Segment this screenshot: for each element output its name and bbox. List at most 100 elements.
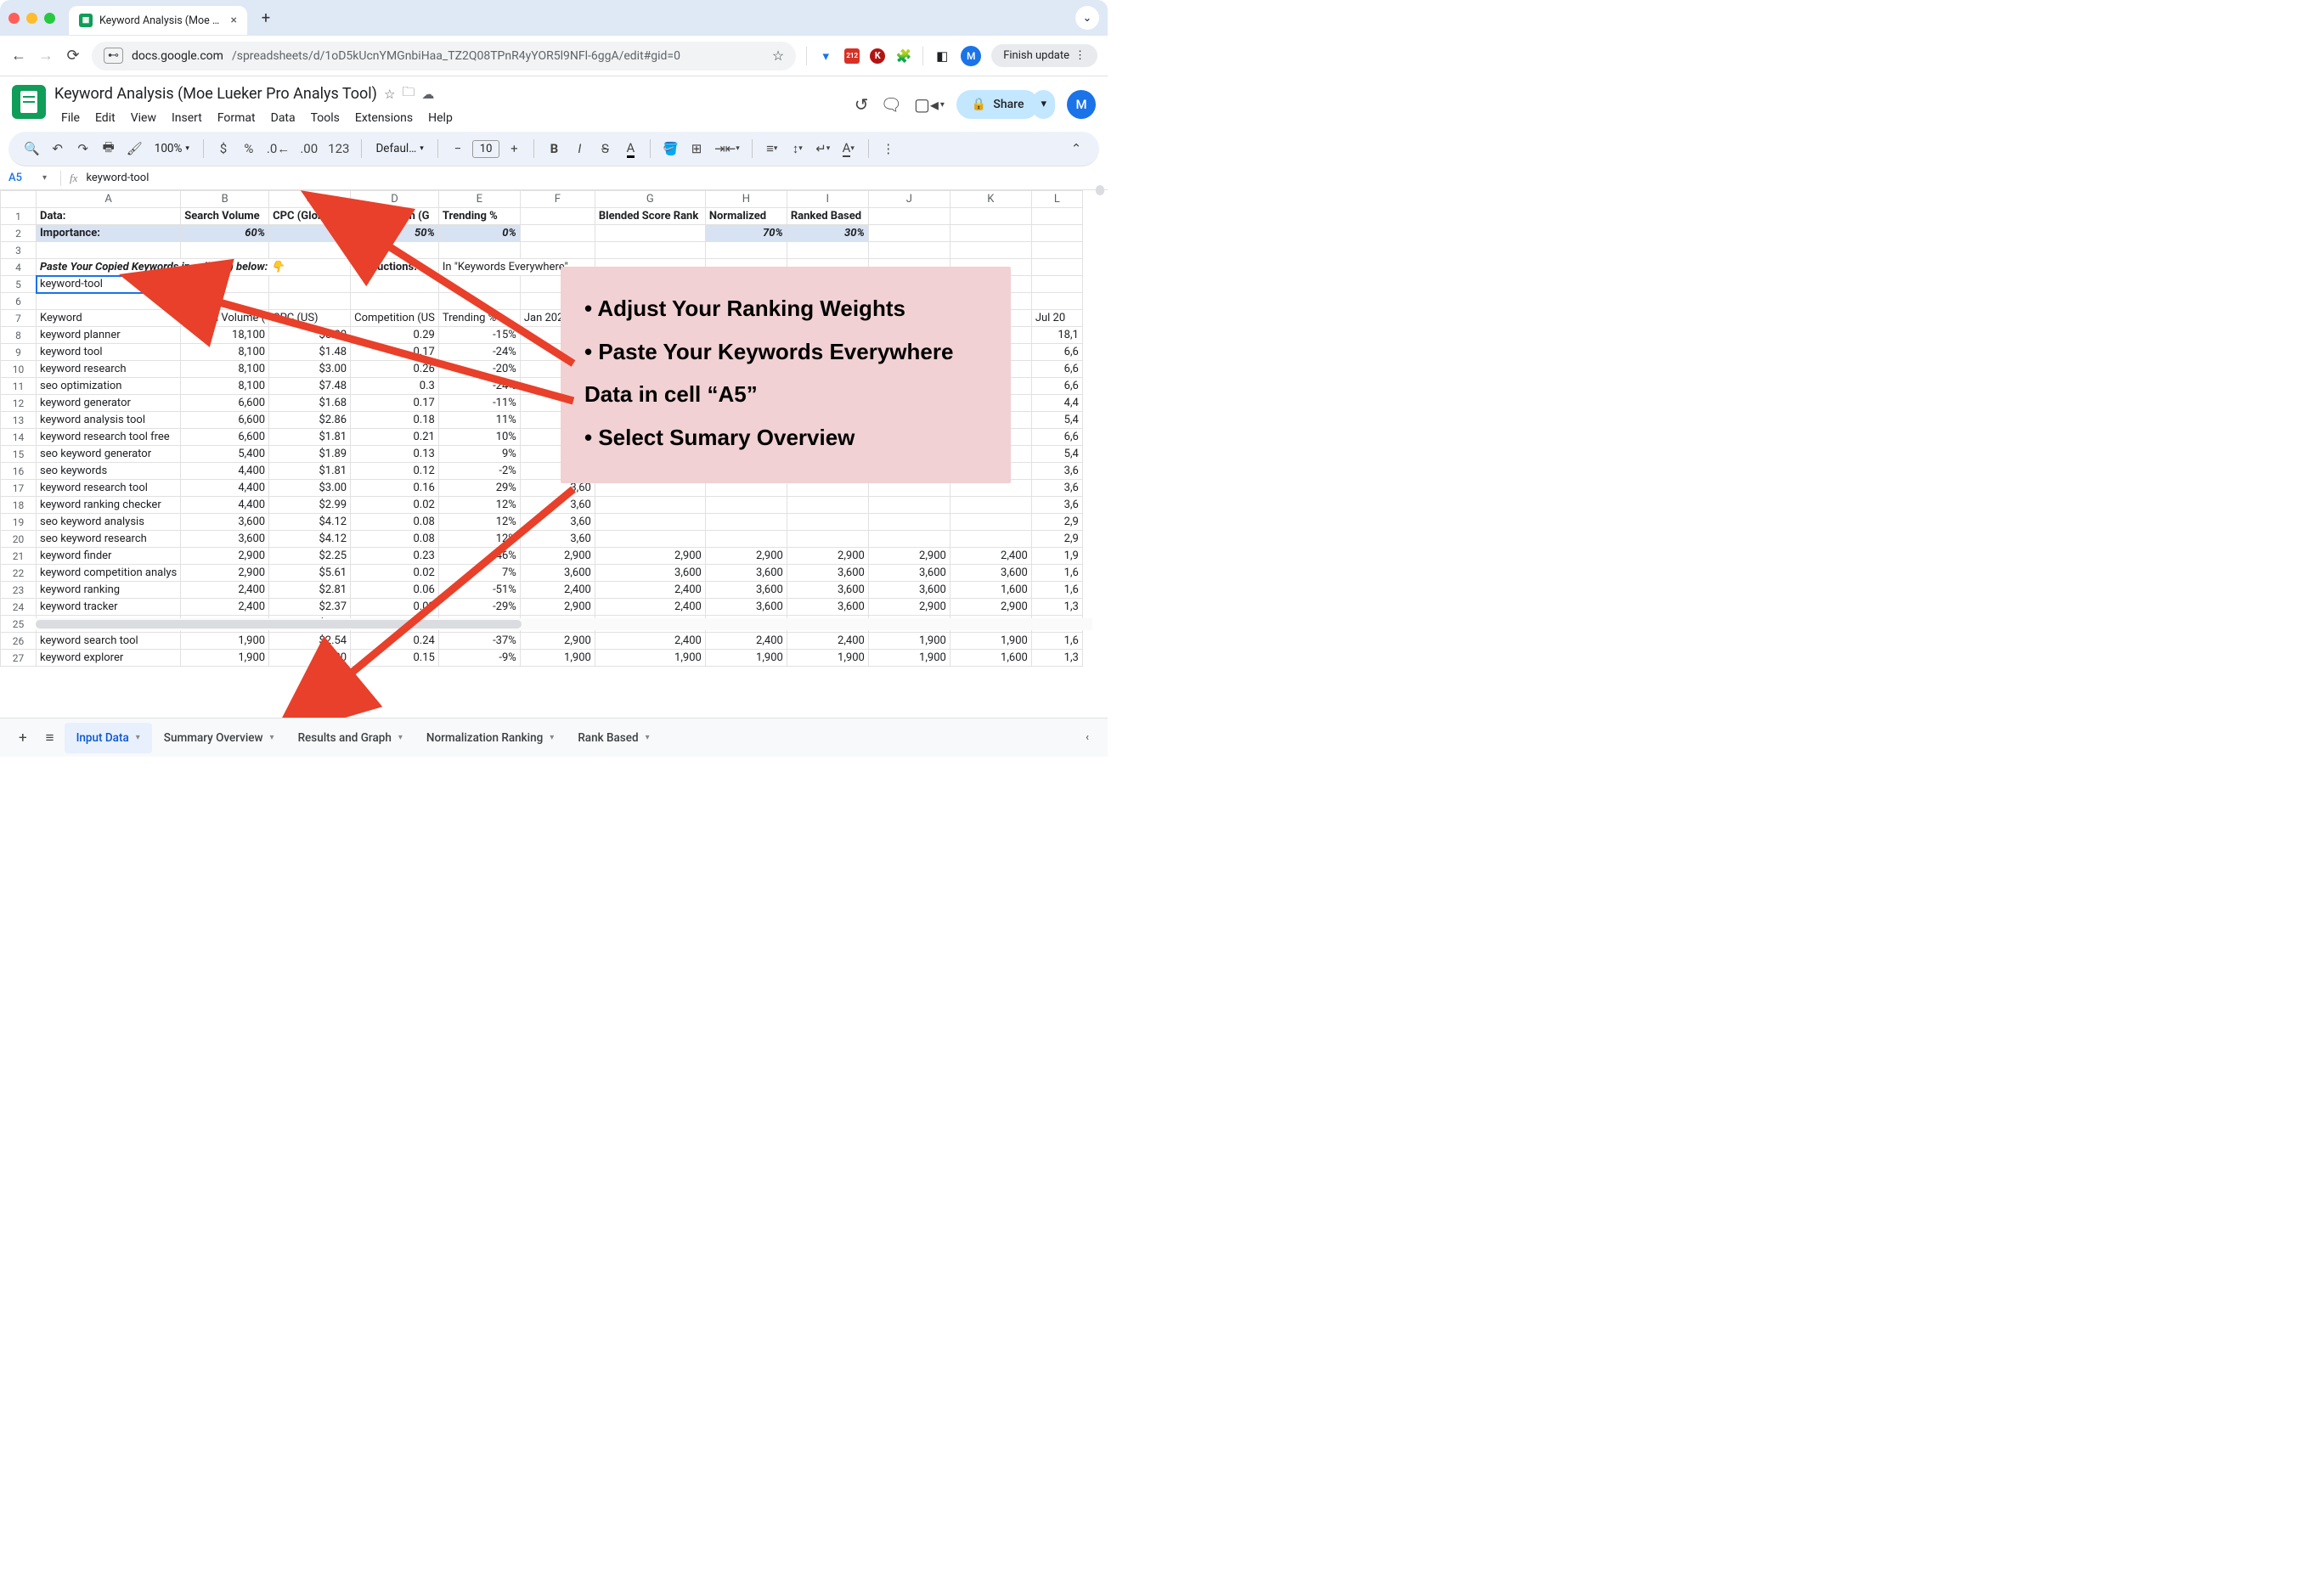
move-folder-icon[interactable]: 🗀: [402, 83, 415, 104]
row-header[interactable]: 26: [1, 633, 37, 650]
cell[interactable]: $2.99: [269, 497, 351, 514]
extension-icon-1[interactable]: ▾: [817, 48, 834, 65]
row-header[interactable]: 3: [1, 242, 37, 259]
sheet-tab-menu-icon[interactable]: ▾: [136, 733, 140, 742]
cell[interactable]: 2,900: [950, 599, 1031, 616]
cell[interactable]: [438, 276, 520, 293]
cell[interactable]: 2,9: [1031, 531, 1082, 548]
sheet-tab-results-and-graph[interactable]: Results and Graph▾: [286, 723, 415, 753]
extension-icon-k[interactable]: K: [870, 48, 885, 64]
cell[interactable]: 1,6: [1031, 565, 1082, 582]
cell[interactable]: [705, 497, 787, 514]
cell[interactable]: [181, 293, 269, 310]
cell[interactable]: 1,900: [950, 633, 1031, 650]
row-header[interactable]: 7: [1, 310, 37, 327]
row-header[interactable]: 2: [1, 225, 37, 242]
browser-tab[interactable]: ▦ Keyword Analysis (Moe Lueke ×: [69, 6, 247, 35]
cell[interactable]: 2,900: [868, 548, 950, 565]
cell[interactable]: $1.81: [269, 429, 351, 446]
cell[interactable]: keyword research tool: [37, 480, 181, 497]
cell[interactable]: Instructions:: [351, 259, 439, 276]
bookmark-star-icon[interactable]: ☆: [772, 48, 784, 64]
cell[interactable]: 2,9: [1031, 514, 1082, 531]
cell[interactable]: [950, 514, 1031, 531]
cell[interactable]: -29%: [438, 599, 520, 616]
row-header[interactable]: 19: [1, 514, 37, 531]
cell[interactable]: 12%: [438, 531, 520, 548]
row-header[interactable]: 21: [1, 548, 37, 565]
name-box[interactable]: A5: [5, 170, 34, 186]
cell[interactable]: 3,600: [787, 582, 868, 599]
cell[interactable]: Jul 20: [1031, 310, 1082, 327]
cell[interactable]: 6,6: [1031, 378, 1082, 395]
cell[interactable]: seo keyword analysis: [37, 514, 181, 531]
cell[interactable]: 2,900: [520, 633, 595, 650]
cell[interactable]: [787, 242, 868, 259]
cell[interactable]: 1,900: [181, 633, 269, 650]
cell[interactable]: [520, 242, 595, 259]
history-icon[interactable]: ↺: [855, 94, 869, 115]
percent-icon[interactable]: %: [238, 137, 260, 161]
cell[interactable]: Importance:: [37, 225, 181, 242]
column-header-A[interactable]: A: [37, 191, 181, 208]
cell[interactable]: 1,900: [181, 650, 269, 667]
mac-close[interactable]: [8, 13, 20, 24]
cell[interactable]: 1,3: [1031, 650, 1082, 667]
cell[interactable]: [1031, 208, 1082, 225]
row-header[interactable]: 10: [1, 361, 37, 378]
cell[interactable]: 11%: [438, 412, 520, 429]
cell[interactable]: 18,100: [181, 327, 269, 344]
chrome-tab-menu[interactable]: ⌄: [1075, 6, 1099, 30]
site-info-icon[interactable]: ⊷: [104, 48, 123, 64]
more-toolbar-icon[interactable]: ⋮: [877, 137, 900, 161]
cell[interactable]: 2,400: [181, 582, 269, 599]
cell[interactable]: 3,600: [705, 599, 787, 616]
cell[interactable]: $5.61: [269, 565, 351, 582]
row-header[interactable]: 13: [1, 412, 37, 429]
reload-button[interactable]: ⟳: [65, 47, 82, 65]
cell[interactable]: [787, 514, 868, 531]
column-header-L[interactable]: L: [1031, 191, 1082, 208]
share-button[interactable]: 🔒Share: [956, 90, 1040, 119]
cell[interactable]: keyword competition analys: [37, 565, 181, 582]
font-family-select[interactable]: Defaul…▾: [370, 142, 428, 155]
cell[interactable]: $2.37: [269, 599, 351, 616]
cell[interactable]: [1031, 242, 1082, 259]
cell[interactable]: 5,4: [1031, 412, 1082, 429]
cell[interactable]: [269, 276, 351, 293]
mac-zoom[interactable]: [44, 13, 55, 24]
menu-edit[interactable]: Edit: [88, 108, 122, 128]
cell[interactable]: 0.02: [351, 497, 439, 514]
increase-decimal-icon[interactable]: .00: [296, 137, 321, 161]
merge-cells-icon[interactable]: ⇥⇤▾: [711, 137, 743, 161]
cell[interactable]: [950, 497, 1031, 514]
undo-icon[interactable]: ↶: [47, 137, 69, 161]
cell[interactable]: [351, 242, 439, 259]
cell[interactable]: 1,900: [705, 650, 787, 667]
cell[interactable]: 8,100: [181, 344, 269, 361]
text-color-icon[interactable]: A: [619, 137, 641, 161]
cell[interactable]: [705, 514, 787, 531]
cell[interactable]: 12%: [438, 514, 520, 531]
cell[interactable]: 4,4: [1031, 395, 1082, 412]
cell[interactable]: -20%: [438, 361, 520, 378]
cell[interactable]: -24%: [438, 344, 520, 361]
cell[interactable]: 18,1: [1031, 327, 1082, 344]
cell[interactable]: [950, 225, 1031, 242]
cell[interactable]: 3,60: [520, 497, 595, 514]
borders-icon[interactable]: ⊞: [685, 137, 708, 161]
print-icon[interactable]: 🖶: [98, 137, 120, 161]
cell[interactable]: seo keywords: [37, 463, 181, 480]
cell[interactable]: [520, 208, 595, 225]
cell[interactable]: keyword generator: [37, 395, 181, 412]
formula-input[interactable]: keyword-tool: [86, 172, 149, 184]
row-header[interactable]: 27: [1, 650, 37, 667]
sheet-tab-menu-icon[interactable]: ▾: [550, 733, 554, 742]
cell[interactable]: -9%: [438, 650, 520, 667]
cell[interactable]: keyword explorer: [37, 650, 181, 667]
cell[interactable]: CPC (US): [269, 310, 351, 327]
cell[interactable]: 1,900: [868, 633, 950, 650]
collapse-toolbar-icon[interactable]: ⌃: [1065, 137, 1087, 161]
menu-view[interactable]: View: [124, 108, 163, 128]
cell[interactable]: 0.13: [351, 446, 439, 463]
